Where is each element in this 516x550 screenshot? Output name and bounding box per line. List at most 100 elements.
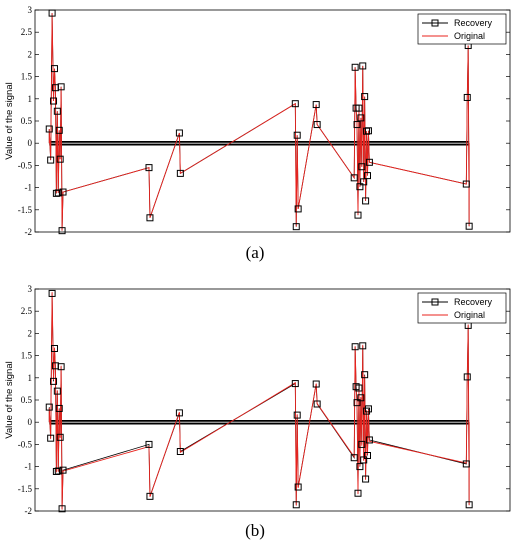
y-tick-label: 2.5	[21, 306, 33, 316]
recovery-point	[291, 100, 299, 108]
legend-recovery-label: Recovery	[454, 297, 493, 307]
recovery-point	[313, 121, 321, 129]
recovery-point	[353, 121, 361, 129]
y-tick-label: -2	[25, 227, 33, 237]
recovery-point	[463, 93, 471, 101]
y-tick-label: 3	[28, 5, 33, 15]
recovery-point	[294, 483, 302, 491]
recovery-point	[351, 343, 359, 351]
recovery-point	[350, 454, 358, 462]
recovery-point	[291, 380, 299, 388]
recovery-point	[465, 501, 473, 509]
recovery-point	[354, 489, 362, 497]
recovery-point	[364, 127, 372, 135]
recovery-point	[55, 404, 63, 412]
recovery-point	[176, 169, 184, 177]
recovery-point	[363, 407, 371, 415]
chart-panel-b: -2 -1.5 -1 -0.5 0 0.5 1 1.5 2 2.5 3 Value of the si…	[4, 284, 511, 540]
recovery-point	[50, 97, 58, 105]
recovery-point	[58, 505, 66, 513]
recovery-point	[356, 463, 364, 471]
recovery-point	[465, 222, 473, 230]
recovery-point	[364, 172, 371, 180]
legend-original-label: Original	[454, 31, 485, 41]
recovery-point	[45, 125, 53, 133]
y-axis-label: Value of the signal	[4, 361, 15, 438]
recovery-point	[59, 466, 67, 474]
recovery-point	[50, 377, 58, 385]
recovery-point	[53, 107, 61, 115]
panel-caption: (a)	[246, 243, 265, 262]
y-tick-label: 2.5	[21, 27, 33, 37]
recovery-point	[462, 460, 470, 468]
recovery-point	[176, 448, 184, 456]
recovery-point	[175, 129, 183, 137]
y-tick-label: -2	[25, 506, 33, 516]
original-series-line	[48, 292, 470, 510]
recovery-point	[48, 289, 56, 297]
recovery-point	[364, 405, 372, 413]
y-tick-label: 1	[28, 94, 33, 104]
recovery-point	[313, 400, 321, 408]
recovery-point	[350, 174, 358, 182]
y-axis-label: Value of the signal	[4, 82, 15, 159]
y-tick-label: -1	[25, 183, 33, 193]
recovery-point	[56, 155, 64, 163]
y-tick-label: 1.5	[21, 72, 33, 82]
recovery-point	[145, 164, 153, 172]
recovery-point	[294, 205, 302, 213]
legend-recovery-label: Recovery	[454, 18, 493, 28]
y-tick-label: 2	[28, 328, 33, 338]
y-tick-label: 0	[28, 417, 33, 427]
recovery-point	[355, 104, 363, 112]
recovery-point	[57, 83, 65, 91]
original-series-line	[48, 13, 470, 231]
recovery-point	[292, 501, 300, 509]
recovery-point	[358, 163, 366, 171]
recovery-point	[312, 380, 320, 388]
recovery-point	[146, 492, 154, 500]
recovery-point	[360, 178, 368, 186]
recovery-point	[463, 373, 471, 381]
panel-caption: (b)	[245, 521, 265, 540]
y-tick-label: -1.5	[18, 205, 33, 215]
y-tick-label: 0.5	[21, 116, 33, 126]
recovery-point	[354, 211, 362, 219]
recovery-point	[360, 456, 368, 464]
recovery-point	[365, 436, 373, 444]
recovery-point	[361, 371, 369, 379]
recovery-point	[45, 403, 53, 411]
recovery-point	[365, 158, 373, 166]
recovery-point	[53, 387, 61, 395]
recovery-point	[293, 131, 301, 139]
recovery-point	[57, 363, 65, 371]
recovery-point	[47, 434, 55, 442]
chart-panel-a: -2 -1.5 -1 -0.5 0 0.5 1 1.5 2 2.5 3 Value of the si…	[4, 5, 511, 262]
y-tick-label: 0.5	[21, 395, 33, 405]
recovery-point	[54, 189, 62, 197]
recovery-point	[175, 409, 183, 417]
y-tick-label: -0.5	[18, 439, 33, 449]
recovery-point	[59, 188, 67, 196]
recovery-point	[50, 65, 58, 73]
recovery-point	[292, 223, 300, 231]
legend-box	[417, 292, 507, 324]
recovery-point	[54, 467, 62, 475]
y-tick-label: -1.5	[18, 484, 33, 494]
recovery-point	[357, 114, 365, 122]
recovery-point	[462, 180, 470, 188]
recovery-point	[359, 342, 367, 350]
recovery-series-line	[48, 293, 470, 509]
recovery-point	[358, 440, 366, 448]
recovery-point	[145, 440, 153, 448]
recovery-point	[47, 156, 55, 164]
recovery-point	[58, 227, 66, 235]
legend-recovery-marker	[431, 298, 439, 306]
recovery-point	[357, 394, 365, 402]
y-tick-label: -0.5	[18, 160, 33, 170]
recovery-point	[361, 93, 369, 101]
legend-box	[417, 13, 507, 45]
recovery-point	[364, 452, 371, 459]
recovery-point	[362, 197, 370, 205]
